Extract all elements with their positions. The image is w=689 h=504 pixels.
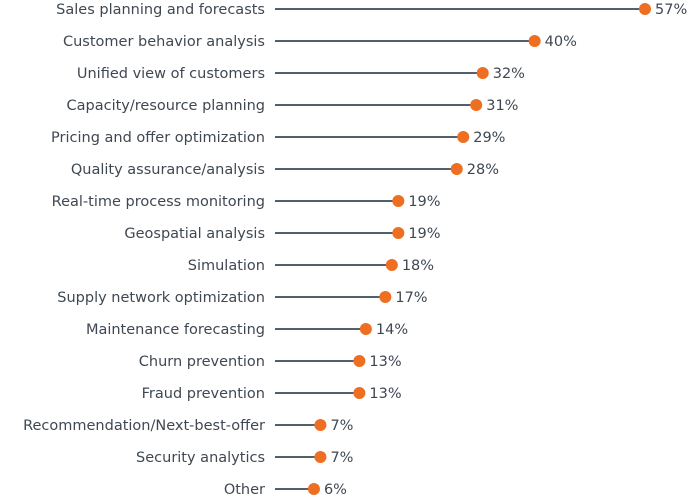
- category-label: Capacity/resource planning: [67, 98, 266, 114]
- lollipop-dot: [457, 131, 470, 143]
- category-label: Security analytics: [136, 450, 265, 466]
- lollipop-dot: [470, 99, 483, 111]
- lollipop-dot: [353, 387, 366, 399]
- data-label: 31%: [486, 98, 518, 114]
- lollipop-dot: [379, 291, 392, 303]
- category-label: Pricing and offer optimization: [51, 130, 265, 146]
- data-label: 14%: [376, 322, 408, 338]
- lollipop-dot: [314, 419, 327, 431]
- lollipop-dot: [359, 323, 372, 335]
- category-label: Simulation: [188, 258, 265, 274]
- lollipop-dot: [353, 355, 366, 367]
- data-label: 18%: [402, 258, 434, 274]
- data-label: 7%: [330, 418, 353, 434]
- category-label: Unified view of customers: [77, 66, 265, 82]
- lollipop-dot: [392, 227, 405, 239]
- lollipop-dot: [307, 483, 320, 495]
- lollipop-dot: [385, 259, 398, 271]
- category-label: Sales planning and forecasts: [56, 2, 265, 18]
- lollipop-dot: [639, 3, 651, 15]
- category-label: Geospatial analysis: [124, 226, 265, 242]
- category-label: Fraud prevention: [142, 386, 265, 402]
- data-label: 57%: [655, 2, 687, 18]
- category-label: Real-time process monitoring: [52, 194, 265, 210]
- category-label: Churn prevention: [139, 354, 265, 370]
- data-label: 6%: [324, 482, 347, 498]
- lollipop-dot: [528, 35, 541, 47]
- data-label: 13%: [369, 354, 401, 370]
- category-label: Customer behavior analysis: [63, 34, 265, 50]
- data-label: 19%: [408, 194, 440, 210]
- category-label: Other: [224, 482, 265, 498]
- category-label: Recommendation/Next-best-offer: [23, 418, 265, 434]
- data-label: 40%: [545, 34, 577, 50]
- data-label: 13%: [369, 386, 401, 402]
- category-label: Quality assurance/analysis: [71, 162, 265, 178]
- lollipop-dot: [476, 67, 489, 79]
- data-label: 29%: [473, 130, 505, 146]
- lollipop-dot: [314, 451, 327, 463]
- lollipop-dot: [450, 163, 463, 175]
- data-label: 19%: [408, 226, 440, 242]
- data-label: 32%: [493, 66, 525, 82]
- category-label: Supply network optimization: [57, 290, 265, 306]
- lollipop-dot: [392, 195, 405, 207]
- data-label: 7%: [330, 450, 353, 466]
- data-label: 28%: [467, 162, 499, 178]
- data-label: 17%: [395, 290, 427, 306]
- category-label: Maintenance forecasting: [86, 322, 265, 338]
